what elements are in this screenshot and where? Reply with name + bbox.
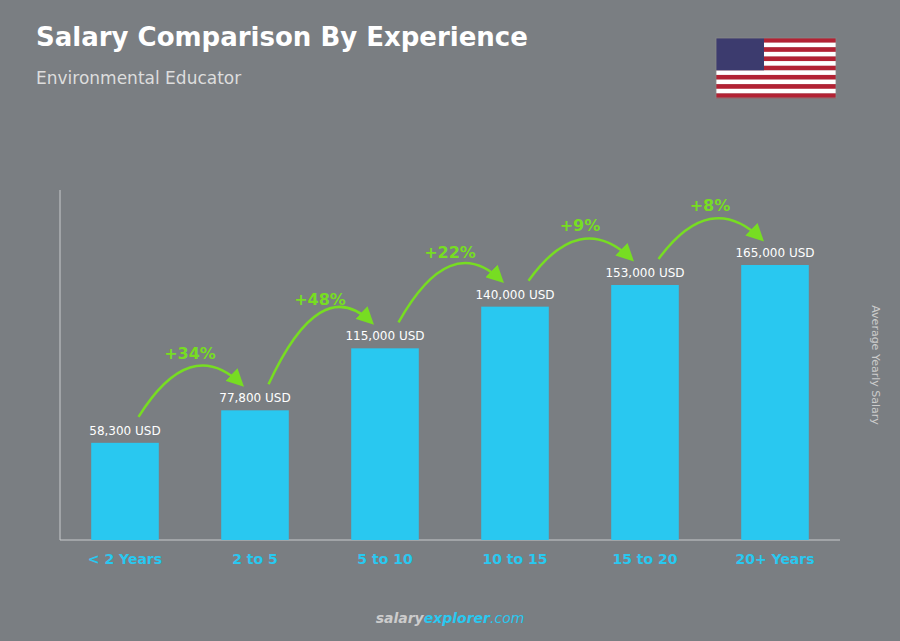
bar [481, 307, 549, 540]
annotation: +48% [294, 290, 346, 309]
arrow [139, 365, 242, 416]
background [0, 0, 900, 641]
flag [716, 38, 836, 98]
x-axis-line [60, 540, 840, 541]
arrow [269, 307, 372, 384]
bar [221, 410, 289, 540]
bar [741, 265, 809, 540]
subtitle: Environmental Educator [36, 68, 241, 88]
x-tick-label: 15 to 20 [612, 551, 677, 567]
bar [351, 348, 419, 540]
x-tick-label: 20+ Years [735, 551, 814, 567]
annotation: +34% [164, 344, 216, 363]
flag-stripe [716, 70, 836, 75]
y-axis-label: Average Yearly Salary [869, 305, 882, 425]
flag-stripe [716, 93, 836, 98]
watermark-part: .com [490, 610, 524, 626]
flag-border [716, 38, 836, 98]
data-label: 140,000 USD [475, 288, 554, 302]
data-label: 115,000 USD [345, 329, 424, 343]
x-tick-label: 2 to 5 [232, 551, 278, 567]
x-tick-label: 5 to 10 [357, 551, 413, 567]
bars [91, 265, 809, 540]
data-label: 58,300 USD [89, 424, 160, 438]
chart-container: Salary Comparison By Experience Environme… [0, 0, 900, 641]
x-tick-label: < 2 Years [88, 551, 162, 567]
annotation: +9% [560, 216, 601, 235]
annotation: +8% [690, 196, 731, 215]
data-label: 77,800 USD [219, 391, 290, 405]
bar [91, 443, 159, 540]
x-tick-label: 10 to 15 [482, 551, 547, 567]
watermark-part: salary [376, 610, 425, 626]
flag-canton [716, 38, 764, 70]
flag-stripe [716, 80, 836, 85]
flag-stripe [716, 84, 836, 89]
chart: Salary Comparison By Experience Environme… [0, 0, 900, 641]
flag-stripe [716, 75, 836, 80]
annotation: +22% [424, 243, 476, 262]
watermark: salaryexplorer.com [376, 610, 525, 626]
y-axis-line [60, 190, 61, 540]
arrow [659, 218, 762, 259]
title: Salary Comparison By Experience [36, 22, 528, 52]
flag-stripe [716, 89, 836, 94]
arrow [529, 238, 632, 280]
arrow [399, 263, 502, 322]
bar [611, 285, 679, 540]
data-label: 153,000 USD [605, 266, 684, 280]
watermark-part: explorer [424, 610, 491, 626]
data-label: 165,000 USD [735, 246, 814, 260]
